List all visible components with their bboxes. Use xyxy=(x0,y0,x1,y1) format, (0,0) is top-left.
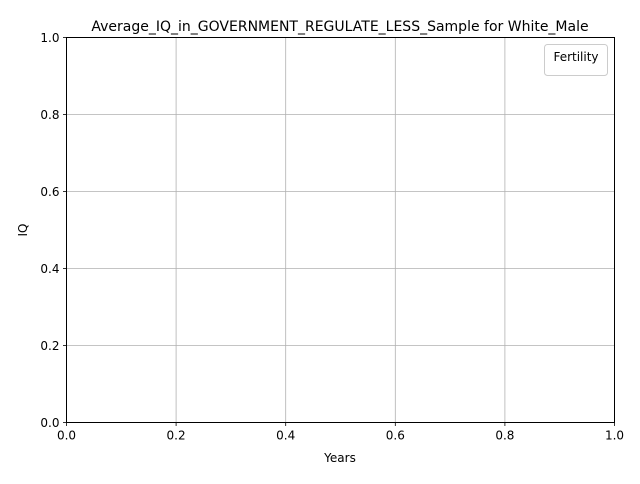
y-tick-label: 0.0 xyxy=(40,416,59,430)
y-tick-label: 0.8 xyxy=(40,108,59,122)
x-tick-label: 0.8 xyxy=(495,429,514,443)
x-tick-label: 1.0 xyxy=(605,429,624,443)
x-tick-label: 0.4 xyxy=(276,429,295,443)
y-tick-label: 0.2 xyxy=(40,339,59,353)
y-tick-label: 0.4 xyxy=(40,262,59,276)
x-axis-label: Years xyxy=(323,451,356,465)
legend-box xyxy=(544,44,608,76)
x-tick-label: 0.6 xyxy=(386,429,405,443)
x-tick-label: 0.0 xyxy=(57,429,76,443)
grid-lines xyxy=(66,37,615,423)
legend-title: Fertility xyxy=(553,50,598,64)
axis-ticks: 0.0 0.2 0.4 0.6 0.8 1.0 0.0 0.2 0.4 0.6 0.8 1.0 xyxy=(40,31,624,443)
y-tick-label: 0.6 xyxy=(40,185,59,199)
x-tick-label: 0.2 xyxy=(167,429,186,443)
legend: Fertility xyxy=(544,44,608,76)
plot-area xyxy=(66,37,615,423)
y-tick-label: 1.0 xyxy=(40,31,59,45)
y-axis-label: IQ xyxy=(16,224,30,237)
chart-title: Average_IQ_in_GOVERNMENT_REGULATE_LESS_S… xyxy=(91,19,588,35)
